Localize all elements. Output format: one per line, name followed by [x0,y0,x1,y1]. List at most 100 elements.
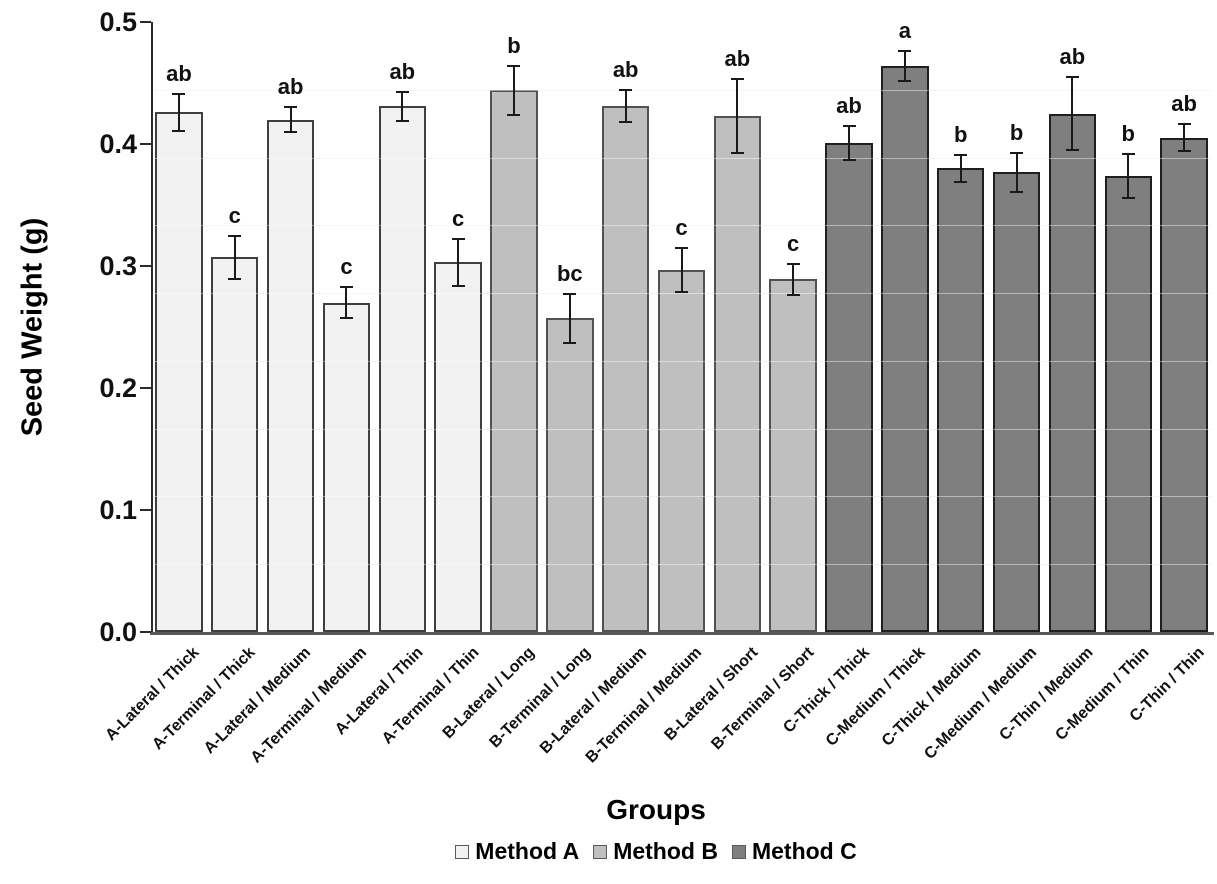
gridline [153,496,1212,498]
bar [155,112,203,632]
significance-letter: bc [556,261,583,287]
y-axis-tick [140,21,151,23]
bar [1160,137,1208,632]
significance-letter: a [898,18,911,44]
error-bar [289,107,292,132]
legend-label: Method C [751,838,857,864]
bar [992,172,1041,632]
significance-letter: c [675,214,688,240]
significance-letter: b [507,32,521,58]
error-bar [457,239,460,286]
significance-letter: ab [277,74,304,100]
error-bar [177,93,180,131]
significance-letter: ab [166,60,192,86]
error-bar [401,91,404,121]
bar [434,262,482,632]
x-tick-label-text: A-Lateral / Medium [201,644,315,758]
significance-letter: b [953,121,968,147]
error-bar-cap [1121,152,1135,155]
gridline [153,360,1212,362]
significance-letter: c [787,230,800,256]
error-bar-cap [1010,190,1024,193]
x-tick-label-text: C-Thick / Medium [879,644,985,750]
error-bar-cap [1010,151,1024,154]
x-tick-label-text: C-Medium / Thick [823,644,929,750]
bar [490,90,538,632]
error-bar-cap [451,284,465,287]
gridline [153,89,1212,91]
error-bar-cap [730,151,744,154]
error-bar [512,65,515,115]
significance-letter: ab [612,57,639,83]
x-tick-label-text: A-Terminal / Thick [149,644,259,754]
error-bar-cap [842,124,856,127]
y-tick-label: 0.1 [99,495,137,525]
gridline [153,428,1212,430]
y-tick-label: 0.2 [99,373,137,403]
bar [881,65,929,632]
error-bar-cap [619,121,633,124]
x-tick-label-text: A-Terminal / Thin [378,644,483,748]
gridline [153,564,1212,566]
significance-letter: ab [1171,91,1197,117]
significance-letter: ab [389,58,416,84]
error-bar-cap [786,294,800,297]
bar [936,168,985,632]
legend-label: Method A [475,838,580,864]
x-axis-line [150,632,1214,635]
error-bar [680,247,683,292]
bar [657,269,706,632]
error-bar-cap [563,341,577,344]
y-tick-label: 0.5 [99,7,137,37]
error-bar [1071,76,1074,151]
significance-letter: c [340,253,353,279]
chart-legend: Method A Method B Method C [95,838,1217,865]
x-tick-label-text: B-Terminal / Long [486,644,594,752]
y-axis-tick [140,509,151,511]
error-bar-cap [1121,196,1135,199]
error-bar [1183,124,1186,152]
error-bar-cap [1177,150,1191,153]
error-bar [624,90,627,123]
significance-letter: ab [836,92,862,118]
gridline [153,225,1212,227]
error-bar [903,51,906,81]
bar [1048,113,1097,632]
significance-letter: c [452,206,465,232]
y-axis-tick [140,143,151,145]
x-tick-label-text: C-Medium / Thin [1052,644,1153,745]
bar [322,302,371,632]
bar [378,106,426,632]
error-bar-cap [339,317,353,320]
error-bar-cap [1177,123,1191,126]
error-bar-cap [898,79,912,82]
error-bar [1127,153,1130,198]
error-bar-cap [675,290,688,293]
plot-area: ab A-Lateral / Thick c A-Terminal / Thick ab… [103,18,1214,766]
error-bar [736,79,739,153]
error-bar-cap [730,78,744,81]
error-bar-cap [675,246,688,249]
gridline [153,225,1212,227]
gridline [153,157,1212,159]
error-bar-cap [619,89,633,92]
y-axis-tick [140,387,151,389]
y-axis-tick [140,631,151,633]
gridline [153,89,1212,91]
bar [1104,175,1152,632]
x-axis-title: Groups [606,794,706,825]
gridline [153,293,1212,295]
error-bar-cap [507,64,521,67]
error-bar-cap [786,262,800,265]
legend-swatch-method-b [593,844,608,859]
y-tick-label: 0.4 [99,129,137,159]
y-tick-label: 0.0 [99,617,137,647]
error-bar-cap [228,234,242,237]
significance-letter: b [1121,120,1135,146]
bar [601,106,650,632]
y-axis-tick [140,265,151,267]
error-bar-cap [284,130,298,133]
error-bar-cap [172,129,186,132]
error-bar [792,263,795,296]
